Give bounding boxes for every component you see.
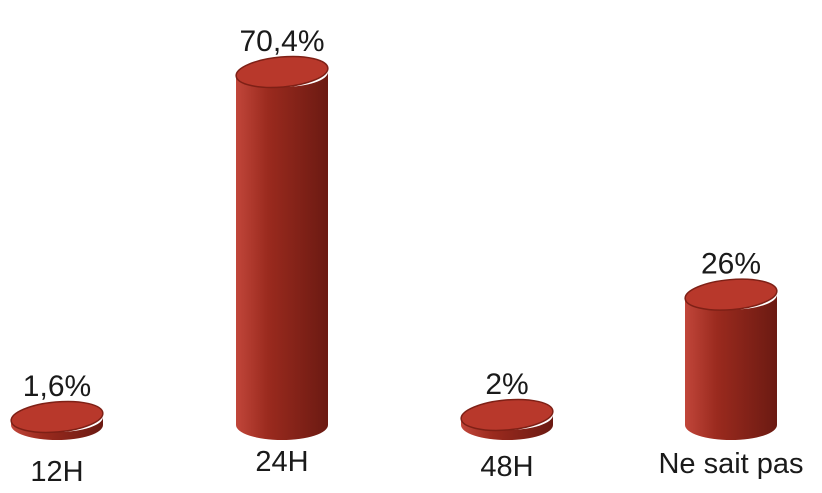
category-label: 48H xyxy=(480,451,533,483)
bars-layer xyxy=(10,55,778,440)
bar-top xyxy=(235,55,329,89)
bar-1 xyxy=(235,55,329,440)
labels-layer: 1,6% 12H 70,4% 24H 2% 48H 26% Ne sait pas xyxy=(23,25,804,488)
bar-3 xyxy=(684,278,778,440)
category-label: 12H xyxy=(30,456,83,488)
bar-top xyxy=(684,278,778,311)
bar-body xyxy=(685,294,777,440)
value-label: 26% xyxy=(701,248,761,281)
bar-body xyxy=(11,416,103,440)
bar-top xyxy=(10,400,104,434)
value-label: 70,4% xyxy=(239,25,324,58)
value-label: 2% xyxy=(485,368,528,401)
value-label: 1,6% xyxy=(23,370,91,403)
bar-2 xyxy=(460,398,554,440)
bar-0 xyxy=(10,400,104,440)
bar-body xyxy=(236,72,328,440)
bar-body xyxy=(461,414,553,440)
category-label: Ne sait pas xyxy=(658,448,803,480)
bar-top xyxy=(460,398,554,432)
category-label: 24H xyxy=(255,446,308,478)
